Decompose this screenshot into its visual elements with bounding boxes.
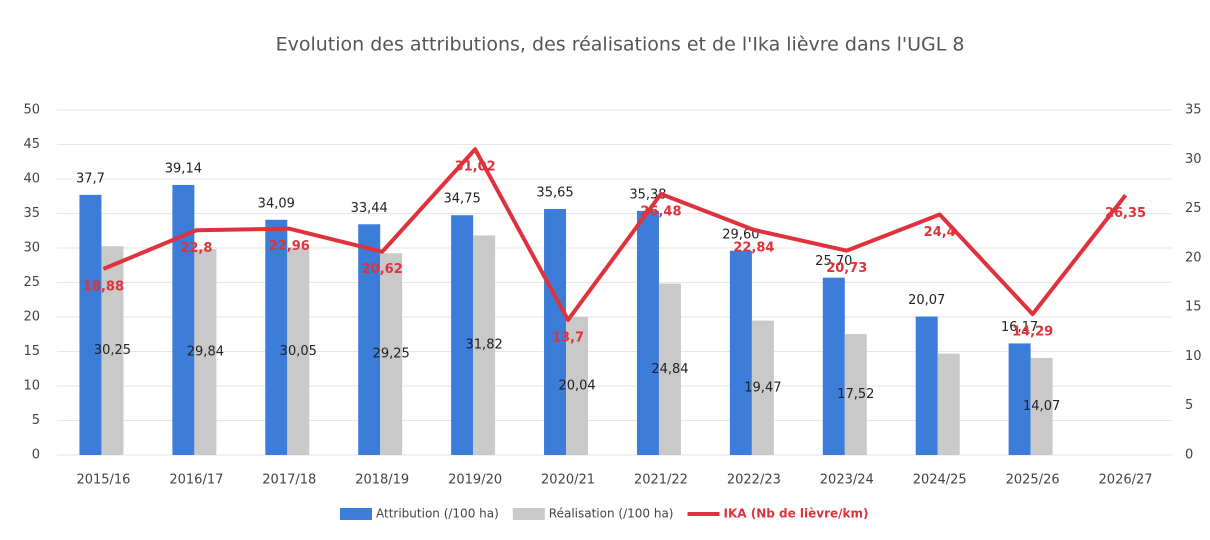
bar xyxy=(287,247,310,455)
y-tick-label: 30 xyxy=(23,241,40,256)
data-label: 33,44 xyxy=(351,201,388,216)
bar xyxy=(172,184,195,455)
y-tick-label: 40 xyxy=(23,172,40,187)
bar xyxy=(101,246,124,455)
y2-tick-label: 15 xyxy=(1185,300,1202,315)
data-label: 29,84 xyxy=(187,345,224,360)
ika-label: 22,96 xyxy=(269,239,310,254)
legend-swatch xyxy=(340,508,372,520)
x-tick-label: 2018/19 xyxy=(355,473,409,488)
chart-title: Evolution des attributions, des réalisat… xyxy=(276,34,965,56)
bar xyxy=(566,316,589,455)
ika-label: 20,73 xyxy=(826,261,867,276)
y-tick-label: 35 xyxy=(23,206,40,221)
legend-label: IKA (Nb de lièvre/km) xyxy=(724,507,869,521)
ika-label: 18,88 xyxy=(83,279,124,294)
y2-tick-label: 30 xyxy=(1185,152,1202,167)
ika-label: 26,48 xyxy=(640,204,681,219)
x-tick-label: 2022/23 xyxy=(727,473,781,488)
x-tick-label: 2021/22 xyxy=(634,473,688,488)
x-tick-label: 2016/17 xyxy=(169,473,223,488)
x-tick-label: 2015/16 xyxy=(76,473,130,488)
bar xyxy=(1030,357,1053,455)
bar xyxy=(937,353,960,455)
ika-label: 26,35 xyxy=(1105,206,1146,221)
data-label: 20,04 xyxy=(558,378,595,393)
ika-label: 24,4 xyxy=(924,225,956,240)
y-tick-label: 15 xyxy=(23,344,40,359)
data-label: 29,60 xyxy=(722,227,759,242)
x-tick-label: 2025/26 xyxy=(1006,473,1060,488)
y2-tick-label: 25 xyxy=(1185,201,1202,216)
data-label: 20,07 xyxy=(908,293,945,308)
bar xyxy=(79,194,102,455)
ika-label: 14,29 xyxy=(1012,325,1053,340)
data-label: 16,17 xyxy=(1001,320,1038,335)
bar xyxy=(380,253,403,455)
data-label: 34,09 xyxy=(258,196,295,211)
y-tick-label: 10 xyxy=(23,379,40,394)
x-tick-label: 2024/25 xyxy=(913,473,967,488)
data-label: 25,70 xyxy=(815,254,852,269)
y-tick-label: 25 xyxy=(23,275,40,290)
y2-tick-label: 35 xyxy=(1185,103,1202,118)
bar xyxy=(844,334,867,455)
data-label: 35,65 xyxy=(536,186,573,201)
x-tick-label: 2019/20 xyxy=(448,473,502,488)
bar xyxy=(358,224,381,455)
ika-label: 31,02 xyxy=(455,160,496,175)
data-label: 19,47 xyxy=(744,380,781,395)
x-tick-label: 2020/21 xyxy=(541,473,595,488)
data-label: 29,25 xyxy=(373,347,410,362)
bar xyxy=(194,249,217,455)
y-tick-label: 5 xyxy=(32,413,40,428)
x-tick-label: 2026/27 xyxy=(1099,473,1153,488)
bar xyxy=(1008,343,1031,455)
data-label: 30,05 xyxy=(280,344,317,359)
y-tick-label: 20 xyxy=(23,310,40,325)
y2-tick-label: 10 xyxy=(1185,349,1202,364)
bar xyxy=(544,209,567,455)
bar xyxy=(658,283,681,455)
bar xyxy=(451,215,474,455)
line xyxy=(102,147,1128,322)
y-tick-label: 50 xyxy=(23,103,40,118)
y-tick-label: 0 xyxy=(32,448,40,463)
x-tick-label: 2023/24 xyxy=(820,473,874,488)
data-label: 24,84 xyxy=(651,362,688,377)
data-label: 14,07 xyxy=(1023,399,1060,414)
y-tick-label: 45 xyxy=(23,137,40,152)
y2-tick-label: 5 xyxy=(1185,398,1193,413)
data-label: 17,52 xyxy=(837,387,874,402)
ika-label: 20,62 xyxy=(362,262,403,277)
bar xyxy=(636,210,659,455)
bar xyxy=(822,277,845,455)
bar xyxy=(751,320,774,455)
ika-label: 13,7 xyxy=(552,330,584,345)
bar xyxy=(915,316,938,455)
bar xyxy=(473,235,496,455)
legend-swatch xyxy=(512,508,545,520)
y2-tick-label: 0 xyxy=(1185,448,1193,463)
bar xyxy=(729,250,752,455)
legend-label: Attribution (/100 ha) xyxy=(376,507,499,521)
data-label: 31,82 xyxy=(466,338,503,353)
data-label: 37,7 xyxy=(76,171,105,186)
x-tick-label: 2017/18 xyxy=(262,473,316,488)
legend-label: Réalisation (/100 ha) xyxy=(549,507,674,521)
data-label: 39,14 xyxy=(165,161,202,176)
ika-label: 22,84 xyxy=(733,240,774,255)
bar xyxy=(265,219,288,455)
data-label: 34,75 xyxy=(444,192,481,207)
ika-label: 22,8 xyxy=(180,241,212,256)
data-label: 30,25 xyxy=(94,343,131,358)
y2-tick-label: 20 xyxy=(1185,250,1202,265)
